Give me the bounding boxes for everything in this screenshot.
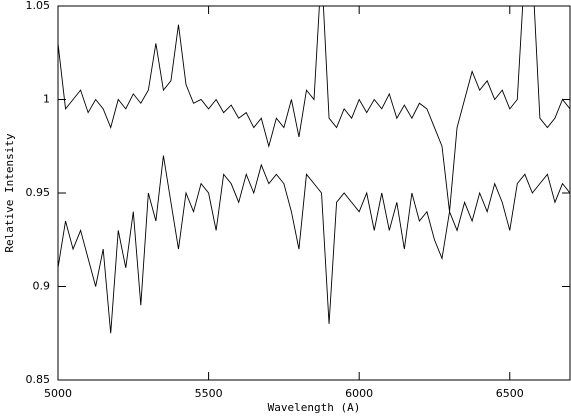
spectrum-line [58, 6, 570, 212]
plot-frame [57, 5, 571, 381]
x-tick-label: 6500 [496, 387, 524, 400]
y-tick-label: 0.95 [26, 186, 51, 199]
y-tick-label: 1.05 [26, 0, 51, 12]
x-tick-label: 5000 [44, 387, 72, 400]
y-tick-label: 0.9 [33, 280, 51, 293]
spectrum-line [58, 155, 570, 334]
y-axis-label: Relative Intensity [3, 133, 16, 253]
y-tick-label: 1 [43, 93, 50, 106]
x-axis-label: Wavelength (A) [268, 401, 361, 414]
x-tick-label: 5500 [195, 387, 223, 400]
x-tick-label: 6000 [345, 387, 373, 400]
plot-area [58, 6, 570, 334]
y-tick-label: 0.85 [26, 373, 51, 386]
